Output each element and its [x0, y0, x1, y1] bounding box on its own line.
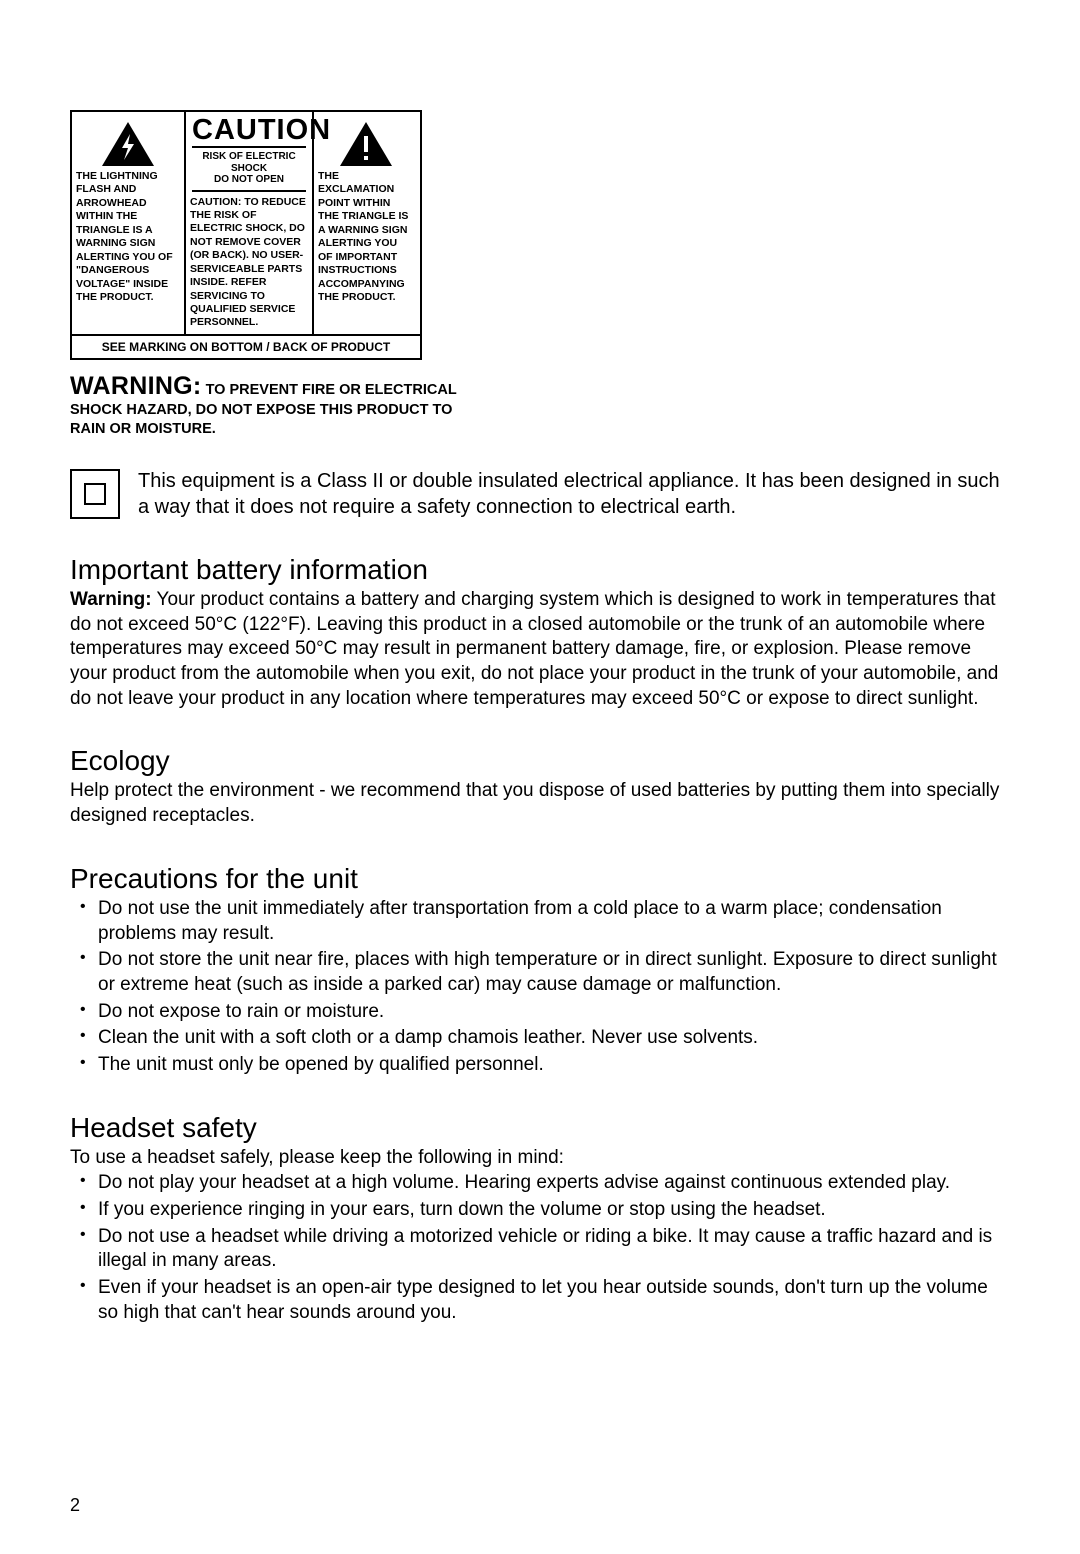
caution-title: CAUTION: [192, 116, 306, 148]
battery-lead: Warning:: [70, 589, 152, 610]
caution-cell-left: THE LIGHTNING FLASH AND ARROWHEAD WITHIN…: [72, 112, 184, 334]
battery-text: Warning: Your product contains a battery…: [70, 588, 1010, 711]
list-item: Even if your headset is an open-air type…: [70, 1276, 1010, 1325]
list-item: Do not store the unit near fire, places …: [70, 948, 1010, 997]
headset-intro: To use a headset safely, please keep the…: [70, 1146, 1010, 1171]
ecology-heading: Ecology: [70, 745, 1010, 777]
caution-mid-text: CAUTION: TO REDUCE THE RISK OF ELECTRIC …: [190, 196, 308, 330]
caution-right-text: THE EXCLAMATION POINT WITHIN THE TRIANGL…: [318, 170, 414, 304]
battery-heading: Important battery information: [70, 554, 1010, 586]
class2-row: This equipment is a Class II or double i…: [70, 468, 1010, 520]
list-item: Do not use the unit immediately after tr…: [70, 897, 1010, 946]
list-item: Clean the unit with a soft cloth or a da…: [70, 1026, 1010, 1051]
list-item: Do not use a headset while driving a mot…: [70, 1225, 1010, 1274]
list-item: If you experience ringing in your ears, …: [70, 1198, 1010, 1223]
caution-left-text: THE LIGHTNING FLASH AND ARROWHEAD WITHIN…: [76, 170, 180, 304]
list-item: Do not play your headset at a high volum…: [70, 1171, 1010, 1196]
caution-box: THE LIGHTNING FLASH AND ARROWHEAD WITHIN…: [70, 110, 422, 360]
precautions-list: Do not use the unit immediately after tr…: [70, 897, 1010, 1078]
caution-row: THE LIGHTNING FLASH AND ARROWHEAD WITHIN…: [72, 112, 420, 334]
class2-text: This equipment is a Class II or double i…: [138, 468, 1010, 520]
caution-subtitle: RISK OF ELECTRIC SHOCKDO NOT OPEN: [192, 151, 306, 192]
page-number: 2: [70, 1495, 80, 1516]
warning-block: WARNING: TO PREVENT FIRE OR ELECTRICAL S…: [70, 372, 490, 440]
double-insulated-icon: [70, 469, 120, 519]
caution-cell-right: THE EXCLAMATION POINT WITHIN THE TRIANGL…: [314, 112, 418, 334]
exclamation-triangle-icon: [318, 116, 414, 170]
lightning-triangle-icon: [76, 116, 180, 170]
battery-body: Your product contains a battery and char…: [70, 589, 998, 709]
headset-heading: Headset safety: [70, 1112, 1010, 1144]
list-item: Do not expose to rain or moisture.: [70, 1000, 1010, 1025]
caution-footer: SEE MARKING ON BOTTOM / BACK OF PRODUCT: [72, 334, 420, 358]
list-item: The unit must only be opened by qualifie…: [70, 1053, 1010, 1078]
ecology-text: Help protect the environment - we recomm…: [70, 779, 1010, 828]
caution-cell-mid: CAUTION RISK OF ELECTRIC SHOCKDO NOT OPE…: [184, 112, 314, 334]
precautions-heading: Precautions for the unit: [70, 863, 1010, 895]
headset-list: Do not play your headset at a high volum…: [70, 1171, 1010, 1325]
warning-lead: WARNING:: [70, 372, 202, 400]
